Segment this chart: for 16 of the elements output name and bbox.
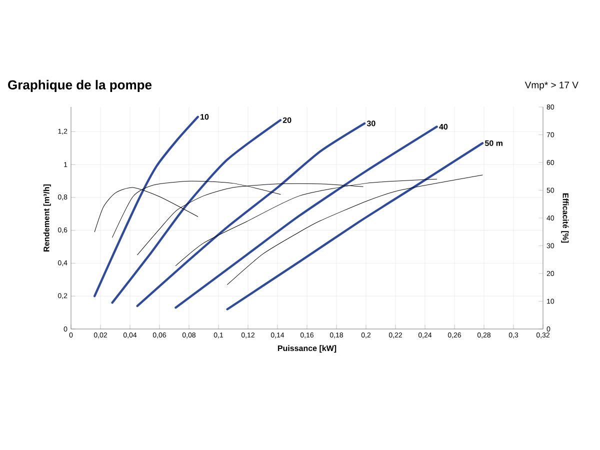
series-label: 10 (200, 114, 209, 120)
line-series (136, 122, 366, 308)
series-label: 50 m (484, 140, 502, 146)
y-axis-title: Rendement [m³/h] (43, 184, 51, 252)
series-label: 40 (439, 124, 448, 130)
line-series (111, 119, 282, 304)
series-label: 30 (366, 120, 376, 126)
text: Vmp* > 17 V (524, 82, 578, 90)
chart-title: Graphique de la pompe (8, 80, 152, 92)
x-axis-title: Puissance [kW] (278, 345, 336, 353)
y2-axis-title: Efficacité [%] (561, 193, 569, 243)
series-label: 20 (282, 117, 292, 123)
line-series (226, 142, 484, 310)
line-series (227, 174, 483, 285)
line-series (174, 126, 438, 309)
line-series (94, 116, 199, 298)
